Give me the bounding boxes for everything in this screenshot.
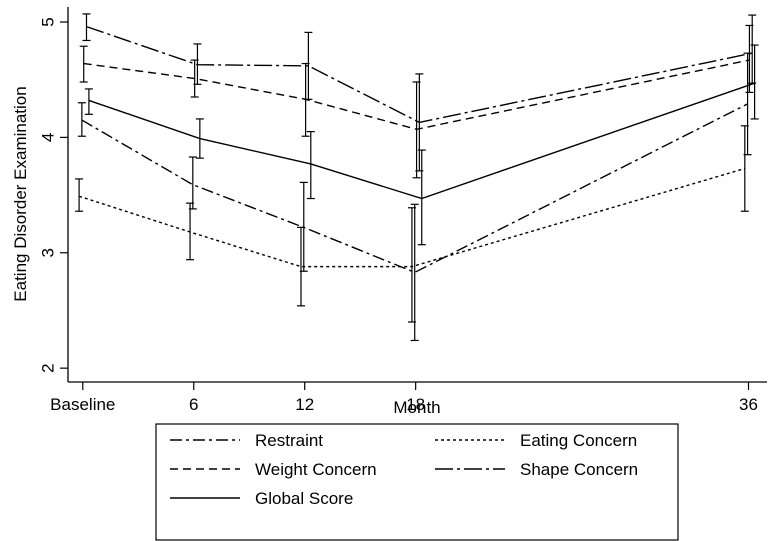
legend-label-shape-concern: Shape Concern [520,460,638,479]
series-shape-concern [82,13,757,172]
x-tick-label: 18 [406,395,425,414]
legend-label-global-score: Global Score [255,489,353,508]
y-tick-label: 3 [39,248,58,257]
legend: Restraint Eating Concern Weight Concern … [155,423,679,541]
plot-area [75,13,759,342]
y-tick-label: 4 [39,133,58,142]
x-ticks: Baseline 6 12 18 36 [50,382,758,414]
y-tick-label: 2 [39,363,58,372]
x-tick-label: 6 [189,395,198,414]
x-tick-label: Baseline [50,395,115,414]
legend-label-weight-concern: Weight Concern [255,460,377,479]
series-weight-concern [79,24,754,179]
y-axis-title: Eating Disorder Examination [11,86,30,301]
y-ticks: 2 3 4 5 [39,17,68,373]
series-line-shape-concern [86,25,753,124]
x-axis-title: Month [393,398,440,417]
series-global-score [84,44,759,246]
legend-box [155,423,679,541]
x-tick-label: 12 [295,395,314,414]
legend-label-eating-concern: Eating Concern [520,431,637,450]
series-eating-concern [75,125,749,323]
axes [67,7,767,383]
x-tick-label: 36 [739,395,758,414]
y-tick-label: 5 [39,17,58,26]
legend-label-restraint: Restraint [255,431,323,450]
